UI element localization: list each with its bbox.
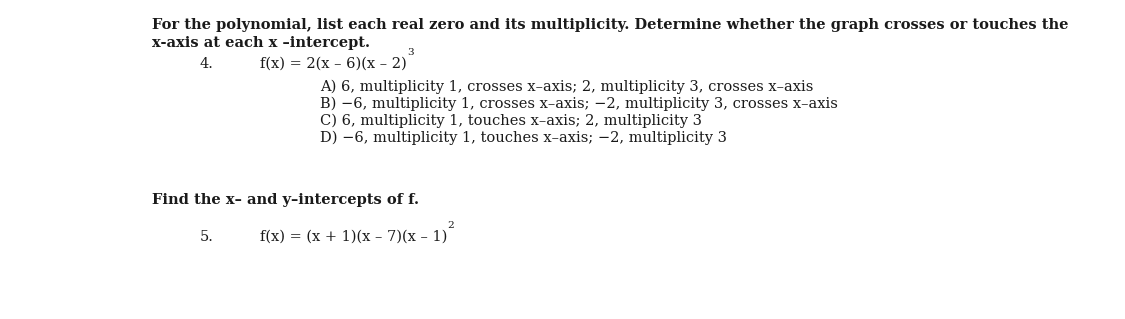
Text: f(x) = 2(x – 6)(x – 2): f(x) = 2(x – 6)(x – 2) [260, 57, 407, 71]
Text: For the polynomial, list each real zero and its multiplicity. Determine whether : For the polynomial, list each real zero … [152, 18, 1069, 32]
Text: C) 6, multiplicity 1, touches x–axis; 2, multiplicity 3: C) 6, multiplicity 1, touches x–axis; 2,… [319, 114, 702, 128]
Text: 5.: 5. [200, 230, 214, 244]
Text: 3: 3 [407, 48, 413, 57]
Text: B) −6, multiplicity 1, crosses x–axis; −2, multiplicity 3, crosses x–axis: B) −6, multiplicity 1, crosses x–axis; −… [319, 97, 838, 111]
Text: 4.: 4. [200, 57, 214, 71]
Text: 2: 2 [448, 221, 454, 230]
Text: f(x) = (x + 1)(x – 7)(x – 1): f(x) = (x + 1)(x – 7)(x – 1) [260, 230, 448, 244]
Text: x-axis at each x –intercept.: x-axis at each x –intercept. [152, 36, 370, 50]
Text: Find the x– and y–intercepts of f.: Find the x– and y–intercepts of f. [152, 193, 418, 207]
Text: A) 6, multiplicity 1, crosses x–axis; 2, multiplicity 3, crosses x–axis: A) 6, multiplicity 1, crosses x–axis; 2,… [319, 80, 813, 94]
Text: D) −6, multiplicity 1, touches x–axis; −2, multiplicity 3: D) −6, multiplicity 1, touches x–axis; −… [319, 131, 727, 145]
